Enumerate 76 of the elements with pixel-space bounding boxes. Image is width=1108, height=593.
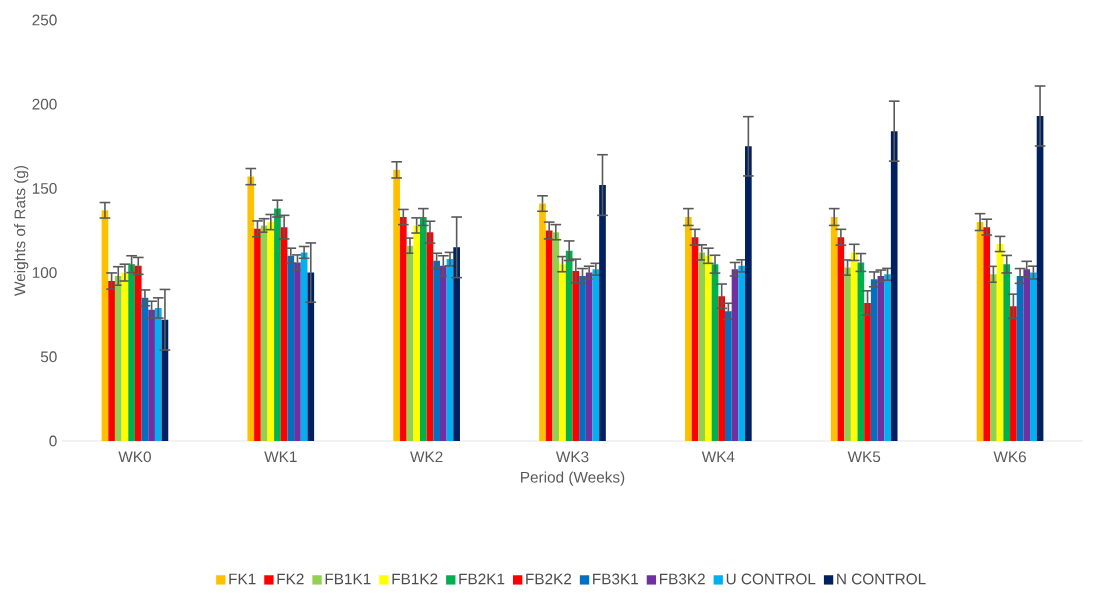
bar [453,247,460,441]
x-tick-label: WK0 [118,451,151,463]
bar [413,225,420,441]
bar [433,260,440,441]
bar [579,275,586,441]
legend-label: FK1 [229,573,256,585]
bar [141,297,149,441]
bar [439,265,447,441]
y-tick-label: 100 [32,267,57,279]
x-tick-label: WK2 [410,451,443,463]
bar [592,269,600,441]
bar [844,267,851,441]
bar [1003,264,1011,441]
x-tick-label: WK6 [993,451,1026,463]
x-tick-label: WK4 [701,451,735,462]
bar [552,232,560,441]
y-tick-label: 50 [40,351,57,363]
bar [864,302,871,441]
bar [738,265,746,441]
legend-label: FB1K2 [392,573,438,585]
bar [698,252,706,441]
legend-label: FB2K1 [459,573,505,585]
bar [572,270,580,441]
bar [114,275,122,441]
x-tick-label: WK5 [847,451,881,463]
bar [274,208,281,441]
y-tick-label: 150 [32,182,57,194]
bar [267,222,275,441]
y-tick-label: 0 [49,435,57,447]
bar [884,274,891,441]
bar [128,264,135,441]
bar [745,146,752,441]
legend-label: FB3K1 [593,573,638,585]
bar [1016,275,1024,441]
bar [850,252,858,441]
bar [996,243,1004,441]
y-axis-title: Weights of Rats (g) [14,165,29,296]
bar [393,169,400,441]
bar [419,217,427,441]
bar [399,217,407,441]
bar [890,131,898,441]
x-tick-label: WK3 [555,451,589,463]
x-tick-label: WK1 [264,451,297,462]
bar [983,227,991,441]
bar [307,272,315,441]
legend-label: FB3K2 [659,573,705,585]
bar [599,185,606,441]
legend-label: FB1K1 [325,573,371,585]
x-axis-title: Period (Weeks) [521,471,625,486]
bar [108,281,115,441]
bar [877,275,885,441]
y-tick-label: 200 [32,98,57,110]
bar [559,264,566,441]
bar [134,265,142,441]
legend-label: N CONTROL [837,573,926,585]
bar [154,307,162,441]
bar [718,296,726,441]
bar [254,228,261,441]
bar [685,217,692,441]
bar [539,203,546,441]
bar [990,274,997,441]
legend-label: U CONTROL [726,573,816,585]
y-tick-label: 250 [32,14,57,26]
bar [287,255,295,441]
bar [1030,272,1037,441]
bar [148,309,155,441]
bar [870,279,878,441]
bar [830,217,838,441]
bar [294,262,301,441]
bar [1023,269,1031,441]
bar [705,255,712,441]
legend-label: FB2K2 [526,573,572,585]
bar [725,311,732,441]
bar [247,176,255,441]
legend-label: FK2 [277,573,304,585]
bar [1010,306,1017,441]
